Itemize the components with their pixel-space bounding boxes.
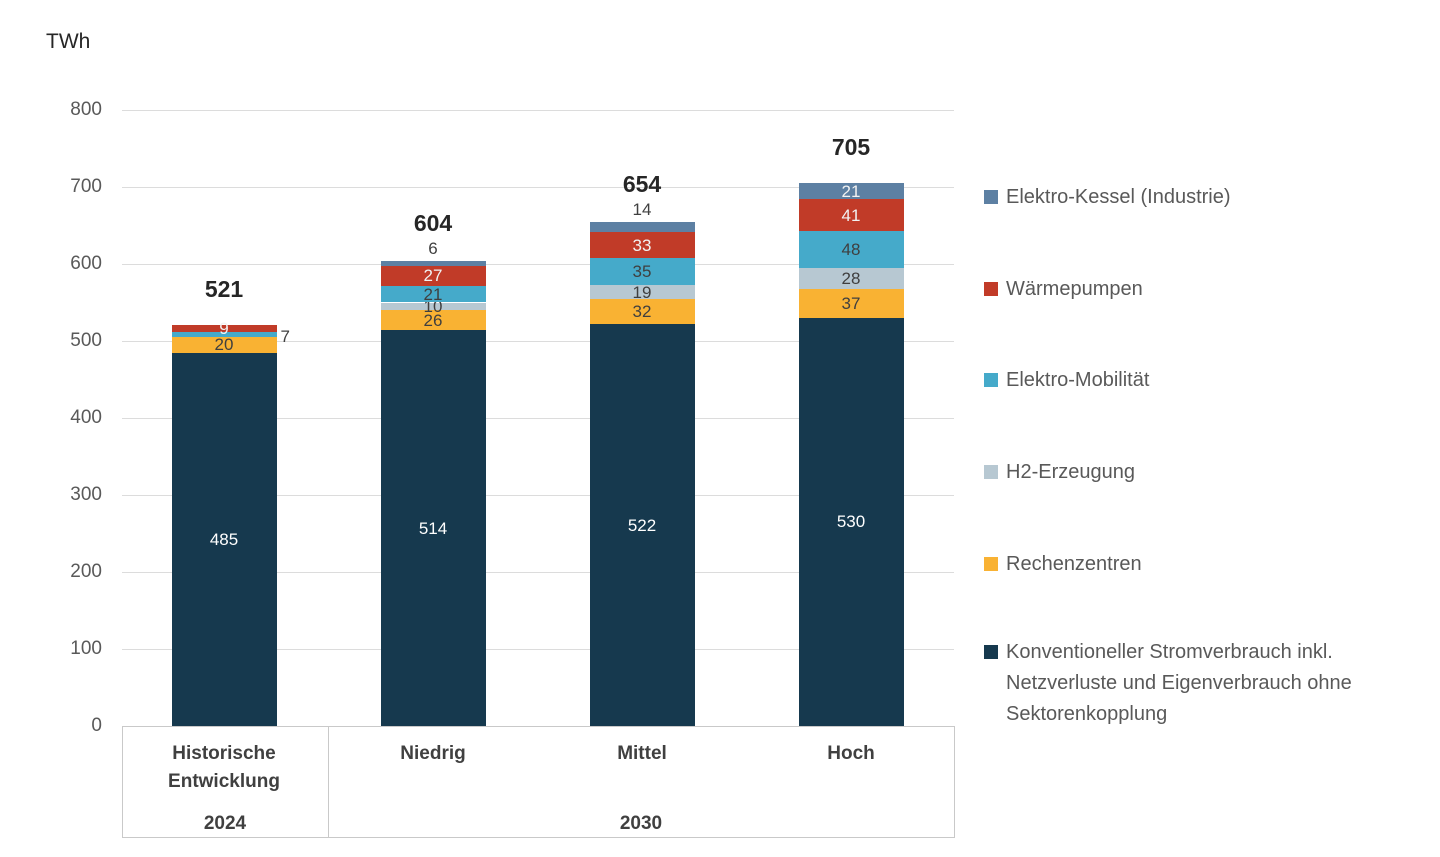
bar-segment-value: 9 xyxy=(219,318,229,338)
bar-segment-value: 20 xyxy=(214,335,234,355)
category-box xyxy=(122,726,955,838)
bar-segment-value: 19 xyxy=(632,282,652,302)
y-axis-tick-label: 200 xyxy=(70,561,102,582)
gridline xyxy=(122,495,954,496)
bar-segment-konventionell: 514 xyxy=(380,330,486,726)
bar-segment-value: 26 xyxy=(423,310,443,330)
legend-item-elektro-mobilitaet: Elektro-Mobilität xyxy=(984,365,1149,396)
bar-segment-elektro-kessel: 21 xyxy=(798,181,904,201)
bar-segment-waermepumpen: 9 xyxy=(171,320,277,337)
category-label: Historische Entwicklung xyxy=(134,740,314,796)
bar-segment-value: 33 xyxy=(632,235,652,255)
bar-segment-rechenzentren: 20 xyxy=(171,335,277,355)
bar-segment-value: 522 xyxy=(627,515,657,535)
segment-above-value: 6 xyxy=(428,238,438,258)
y-axis-unit-label: TWh xyxy=(46,30,91,53)
legend-label: Elektro-Mobilität xyxy=(1006,369,1150,391)
year-group-label: 2030 xyxy=(619,813,663,834)
y-axis-tick-label: 100 xyxy=(70,638,102,659)
legend-label: H2-Erzeugung xyxy=(1006,461,1135,483)
legend-label: Konventioneller Stromverbrauch inkl. Net… xyxy=(1006,641,1352,725)
legend-swatch-icon xyxy=(984,282,998,296)
bar-segment-value: 21 xyxy=(841,181,861,201)
bar-segment-value: 514 xyxy=(418,518,448,538)
bar-segment-rechenzentren: 37 xyxy=(798,289,904,318)
y-axis-tick-label: 800 xyxy=(70,99,102,120)
bar-segment-elektro-kessel xyxy=(589,221,695,233)
bar-segment-value: 27 xyxy=(423,266,443,286)
y-axis-tick-label: 400 xyxy=(70,407,102,428)
category-label: Niedrig xyxy=(343,740,523,768)
bar-segment-waermepumpen: 41 xyxy=(798,199,904,231)
bar-segment-value: 35 xyxy=(632,261,652,281)
bar-segment-value: 530 xyxy=(836,512,866,532)
category-label-text: Hoch xyxy=(827,743,875,764)
gridline xyxy=(122,572,954,573)
legend-swatch-icon xyxy=(984,465,998,479)
y-axis-tick-label: 500 xyxy=(70,330,102,351)
legend-swatch-icon xyxy=(984,373,998,387)
legend-item-elektro-kessel: Elektro-Kessel (Industrie) xyxy=(984,182,1231,213)
bar-segment-h2-erzeugung: 19 xyxy=(589,282,695,302)
bar-segment-value: 28 xyxy=(841,269,861,289)
gridline xyxy=(122,110,954,111)
legend-swatch-icon xyxy=(984,557,998,571)
category-label-text: Historische Entwicklung xyxy=(168,743,280,792)
y-axis-tick-label: 700 xyxy=(70,176,102,197)
bar-segment-rechenzentren: 32 xyxy=(589,299,695,325)
gridline xyxy=(122,264,954,265)
bar-segment-value: 21 xyxy=(423,284,443,304)
bar-segment-elektro-mobilitaet xyxy=(171,331,277,338)
gridline xyxy=(122,187,954,188)
category-label-text: Mittel xyxy=(617,743,667,764)
bar-total-label: 521 xyxy=(204,275,244,302)
bar-segment-value: 41 xyxy=(841,205,861,225)
segment-above-value: 14 xyxy=(632,199,652,219)
legend-label: Wärmepumpen xyxy=(1006,278,1143,300)
bar-segment-waermepumpen: 33 xyxy=(589,232,695,258)
y-axis-tick-label: 0 xyxy=(91,715,102,736)
bar-segment-value: 37 xyxy=(841,294,861,314)
bar-segment-waermepumpen: 27 xyxy=(380,265,486,287)
bar-segment-konventionell: 530 xyxy=(798,317,904,726)
bar-segment-elektro-kessel xyxy=(380,260,486,266)
bar-segment-konventionell: 485 xyxy=(171,352,277,726)
y-axis-tick-label: 300 xyxy=(70,484,102,505)
legend-item-waermepumpen: Wärmepumpen xyxy=(984,274,1143,305)
bar-segment-konventionell: 522 xyxy=(589,324,695,726)
gridline xyxy=(122,341,954,342)
bar-segment-value: 32 xyxy=(632,302,652,322)
segment-callout-value: 7 xyxy=(280,327,290,347)
year-group-label: 2024 xyxy=(203,813,247,834)
category-label-text: Niedrig xyxy=(400,743,466,764)
bar-segment-elektro-mobilitaet: 21 xyxy=(380,284,486,304)
gridline xyxy=(122,418,954,419)
bar-segment-value: 485 xyxy=(209,529,239,549)
legend-item-rechenzentren: Rechenzentren xyxy=(984,549,1142,580)
legend-item-konventionell: Konventioneller Stromverbrauch inkl. Net… xyxy=(984,637,1378,730)
category-label: Mittel xyxy=(552,740,732,768)
bar-segment-elektro-mobilitaet: 35 xyxy=(589,257,695,285)
legend-label: Rechenzentren xyxy=(1006,553,1142,575)
bar-total-label: 705 xyxy=(831,134,871,161)
bar-segment-rechenzentren: 26 xyxy=(380,310,486,331)
legend-swatch-icon xyxy=(984,190,998,204)
category-divider xyxy=(328,726,329,838)
y-axis-tick-label: 600 xyxy=(70,253,102,274)
bar-segment-elektro-mobilitaet: 48 xyxy=(798,230,904,268)
bar-segment-h2-erzeugung: 28 xyxy=(798,267,904,290)
bar-total-label: 604 xyxy=(413,209,453,236)
legend-label: Elektro-Kessel (Industrie) xyxy=(1006,186,1231,208)
gridline xyxy=(122,649,954,650)
legend-swatch-icon xyxy=(984,645,998,659)
bar-total-label: 654 xyxy=(622,170,662,197)
bar-segment-value: 48 xyxy=(841,239,861,259)
category-label: Hoch xyxy=(761,740,941,768)
legend-item-h2-erzeugung: H2-Erzeugung xyxy=(984,457,1135,488)
